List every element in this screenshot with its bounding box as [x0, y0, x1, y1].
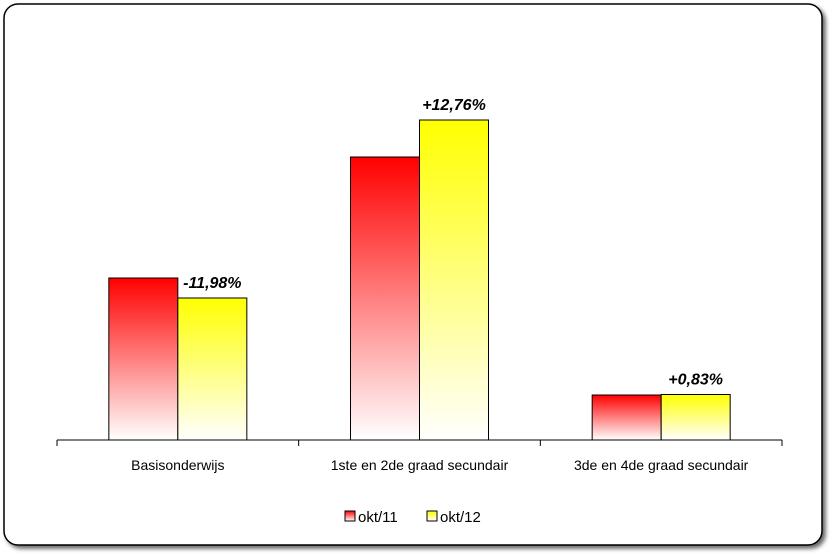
x-tick-label: Basisonderwijs [131, 457, 224, 473]
bar-okt-12-2 [419, 119, 489, 441]
bar-okt-11-1 [108, 277, 179, 441]
x-tick-label: 1ste en 2de graad secundair [331, 457, 509, 473]
bar-okt-11-3 [591, 394, 662, 441]
legend-label-1: okt/11 [358, 509, 398, 526]
bar-okt-12-1 [177, 297, 248, 441]
data-label: +12,76% [422, 97, 486, 114]
legend: okt/11 okt/12 [344, 509, 481, 526]
legend-label-2: okt/12 [440, 509, 481, 526]
data-label: +0,83% [668, 372, 723, 389]
bar-okt-11-2 [350, 156, 420, 441]
data-label: -11,98% [183, 275, 241, 292]
plot-area: Basisonderwijs -11,98% 1ste en 2de graad s… [56, 97, 783, 473]
legend-swatch-2 [426, 510, 438, 522]
bar-okt-12-3 [660, 394, 731, 441]
legend-swatch-1 [344, 510, 356, 522]
x-tick-label: 3de en 4de graad secundair [574, 457, 749, 473]
